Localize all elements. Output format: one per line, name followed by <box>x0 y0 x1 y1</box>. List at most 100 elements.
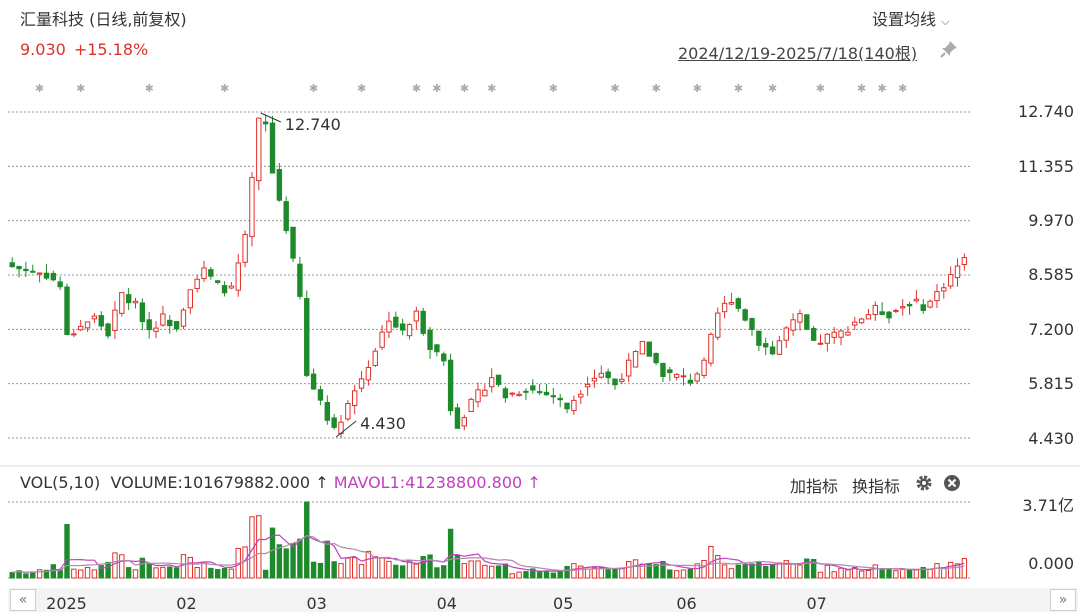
candle-body <box>125 294 132 304</box>
candle-body <box>420 310 426 334</box>
candle-body <box>598 372 604 378</box>
candle-body <box>831 331 837 338</box>
candle-body <box>43 272 50 279</box>
volume-bar <box>317 562 324 579</box>
volume-bar <box>16 570 22 579</box>
candle-body <box>564 402 570 410</box>
volume-bar <box>831 571 837 579</box>
volume-bar <box>160 566 166 579</box>
volume-bar <box>406 560 413 579</box>
volume-bar <box>728 568 735 579</box>
volume-y-top: 3.71亿 <box>1022 496 1074 515</box>
candle-body <box>886 311 892 319</box>
candle-body <box>893 309 899 312</box>
volume-bar <box>523 571 529 579</box>
volume-bar <box>228 568 235 579</box>
volume-bar <box>612 568 618 579</box>
change-percent: +15.18% <box>73 40 149 59</box>
switch-indicator-button[interactable]: 换指标 <box>852 477 901 496</box>
volume-bar <box>680 569 687 579</box>
set-ma-button[interactable]: 设置均线 ⌵ <box>872 6 949 30</box>
candle-body <box>653 353 659 364</box>
candle-body <box>468 398 474 412</box>
x-tick-label: 07 <box>806 594 827 613</box>
volume-bar <box>434 567 440 579</box>
volume-bar <box>872 564 878 579</box>
candle-body <box>543 391 550 396</box>
volume-bar <box>468 560 474 579</box>
y-tick-label: 11.355 <box>1018 157 1074 176</box>
volume-bar <box>153 567 159 579</box>
volume-bar <box>256 515 262 579</box>
volume-y-zero: 0.000 <box>1028 554 1074 573</box>
close-icon[interactable] <box>943 474 961 492</box>
volume-bar <box>358 564 365 579</box>
candle-body <box>708 333 714 364</box>
volume-bar <box>173 567 180 579</box>
candle-body <box>619 378 625 382</box>
candle-body <box>571 399 577 412</box>
candle-body <box>30 270 36 273</box>
candle-body <box>358 378 365 389</box>
candle-body <box>317 389 324 401</box>
candle-body <box>187 289 194 309</box>
volume-bar <box>906 569 913 579</box>
candle-body <box>495 374 502 385</box>
event-marker: ✱ <box>857 82 866 95</box>
event-marker: ✱ <box>309 82 318 95</box>
candle-body <box>632 350 639 368</box>
candle-body <box>852 321 858 326</box>
pin-icon[interactable] <box>940 40 958 58</box>
chevron-left-icon[interactable]: « <box>10 589 36 611</box>
volume-bar <box>879 568 885 579</box>
volume-bar <box>701 559 707 579</box>
volume-bar <box>886 568 892 579</box>
volume-bar <box>331 561 337 579</box>
event-marker: ✱ <box>432 82 441 95</box>
candle-body <box>119 292 125 314</box>
candle-body <box>180 309 187 327</box>
volume-bar <box>71 568 77 579</box>
volume-bar <box>776 562 783 579</box>
candle-body <box>721 302 728 313</box>
volume-bar <box>660 560 666 579</box>
candle-body <box>345 403 351 420</box>
volume-bar <box>215 569 221 579</box>
candle-body <box>626 359 632 377</box>
volume-bar <box>893 570 899 579</box>
chevron-down-icon: ⌵ <box>941 15 950 28</box>
candle-body <box>961 257 968 266</box>
candle-body <box>228 285 235 289</box>
date-range-link[interactable]: 2024/12/19-2025/7/18(140根) <box>678 44 918 63</box>
gear-icon[interactable] <box>915 474 933 492</box>
volume-bar <box>824 564 831 579</box>
candle-body <box>304 298 310 376</box>
volume-bar <box>482 564 488 579</box>
volume-bar <box>783 560 789 579</box>
candle-body <box>441 353 447 362</box>
volume-bar <box>36 569 43 579</box>
add-indicator-button[interactable]: 加指标 <box>790 477 839 496</box>
chevron-right-icon[interactable]: » <box>1050 589 1076 611</box>
volume-bar <box>810 558 817 579</box>
candle-body <box>482 389 488 397</box>
candle-body <box>105 323 111 337</box>
volume-bar <box>495 565 502 579</box>
time-scrollbar[interactable] <box>8 588 1078 612</box>
volume-bar <box>119 554 125 579</box>
candle-body <box>16 266 22 270</box>
candle-body <box>57 281 63 288</box>
volume-bar <box>961 558 968 579</box>
volume-bar <box>365 550 372 579</box>
candle-body <box>934 291 940 302</box>
candle-body <box>906 303 913 307</box>
candle-body <box>208 269 214 277</box>
annotation-arrow <box>260 112 282 123</box>
candle-body <box>735 298 741 309</box>
candle-body <box>249 176 255 238</box>
candle-body <box>461 417 468 427</box>
volume-bar <box>221 567 228 579</box>
x-tick-label: 02 <box>176 594 197 613</box>
volume-bar <box>125 567 132 579</box>
volume-bar <box>139 557 146 579</box>
